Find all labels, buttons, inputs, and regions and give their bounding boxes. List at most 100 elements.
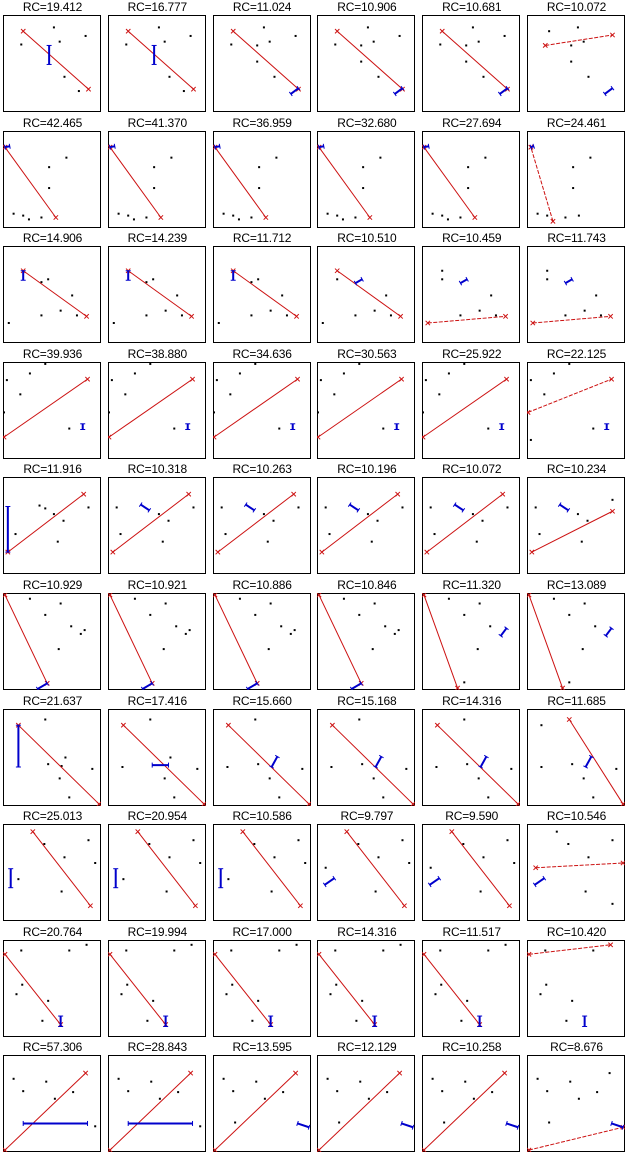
panel-title: RC=17.416 [127,693,187,708]
data-points [120,943,193,1022]
panel-title: RC=25.013 [22,809,83,824]
blue-segment [125,270,131,281]
scatter-panel: RC=13.089 [524,578,628,694]
blue-segment [20,270,26,281]
scatter-panel: RC=11.320 [419,578,524,694]
scatter-panel: RC=42.465 [0,116,105,232]
panel-title: RC=19.994 [127,924,187,939]
blue-segment [108,143,116,150]
data-points [317,362,385,430]
scatter-panel: RC=10.258 [419,1040,524,1156]
data-points [121,718,199,798]
scatter-panel: RC=32.680 [314,116,419,232]
plot-area [422,15,521,112]
plot-area [3,477,101,575]
data-points [122,839,201,893]
plot-area [527,246,625,344]
scatter-panel: RC=14.239 [105,231,210,347]
scatter-panel: RC=11.916 [0,462,105,578]
data-points [12,1078,97,1128]
panel-title: RC=10.586 [232,809,292,824]
blue-segment [453,502,466,514]
scatter-panel: RC=13.595 [210,1040,315,1156]
scatter-panel: RC=12.129 [314,1040,419,1156]
scatter-panel: RC=10.072 [524,0,628,116]
fitted-line [317,1070,403,1153]
panel-title: RC=36.959 [232,115,292,130]
blue-segment [151,762,169,768]
scatter-panel: RC=11.743 [524,231,628,347]
scatter-panel: RC=41.370 [105,116,210,232]
data-points [552,597,597,684]
panel-title: RC=32.680 [337,115,397,130]
data-points [7,278,78,325]
plot-area [317,593,416,690]
plot-area [107,246,206,344]
scatter-panel: RC=10.921 [105,578,210,694]
fitted-line [125,28,196,92]
data-points [536,156,592,219]
data-points [133,597,191,651]
scatter-panel: RC=57.306 [0,1040,105,1156]
plot-area [317,361,416,459]
scatter-panel: RC=14.316 [314,925,419,1041]
data-points [229,26,297,78]
blue-segment [22,1121,89,1127]
scatter-panel: RC=17.416 [105,694,210,810]
panel-title: RC=24.461 [546,115,607,130]
fitted-line [212,1070,298,1153]
panel-title: RC=10.906 [337,0,397,14]
scatter-panel: RC=9.590 [419,809,524,925]
panel-title: RC=10.886 [232,578,292,592]
scatter-panel: RC=10.846 [314,578,419,694]
panel-title: RC=10.072 [546,0,607,14]
plot-area [212,15,311,112]
plot-area [527,939,625,1037]
plot-area [317,1055,416,1153]
plot-area [527,1055,625,1153]
panel-title: RC=57.306 [22,1040,83,1055]
panel-title: RC=14.906 [22,231,83,246]
fitted-line [533,860,625,871]
plot-area [3,15,101,112]
plot-area [422,1055,521,1153]
plot-area [3,361,101,459]
fitted-line [3,376,91,440]
panel-title: RC=25.922 [442,346,502,361]
plot-area [107,361,206,459]
scatter-panel: RC=14.316 [419,694,524,810]
blue-segment [602,85,615,97]
scatter-panel: RC=20.764 [0,925,105,1041]
plot-area [317,708,416,806]
data-points [330,718,408,798]
panel-title: RC=11.743 [547,231,606,246]
blue-segment [557,502,571,514]
scatter-panel: RC=22.125 [524,347,628,463]
blue-segment [354,277,365,286]
panel-title: RC=19.412 [22,0,83,14]
data-points [334,26,401,78]
data-points [548,26,590,78]
panel-title: RC=38.880 [127,346,187,361]
scatter-panel: RC=10.586 [210,809,315,925]
blue-segment [213,143,221,150]
blue-segment [373,754,385,769]
data-points [322,278,393,325]
data-points [325,839,411,893]
plot-area [527,824,625,922]
panel-title: RC=10.420 [546,924,607,939]
plot-area [317,824,416,922]
plot-area [212,130,311,228]
blue-segment [58,1015,64,1027]
scatter-panel: RC=34.636 [210,347,315,463]
data-points [536,1072,611,1124]
scatter-panel: RC=30.563 [314,347,419,463]
blue-segment [318,143,326,150]
blue-segment [113,868,119,889]
scatter-panel: RC=27.694 [419,116,524,232]
scatter-panel: RC=21.637 [0,694,105,810]
scatter-panel: RC=36.959 [210,116,315,232]
plot-area [3,593,101,690]
blue-segment [604,423,610,430]
panel-title: RC=9.797 [340,809,394,824]
